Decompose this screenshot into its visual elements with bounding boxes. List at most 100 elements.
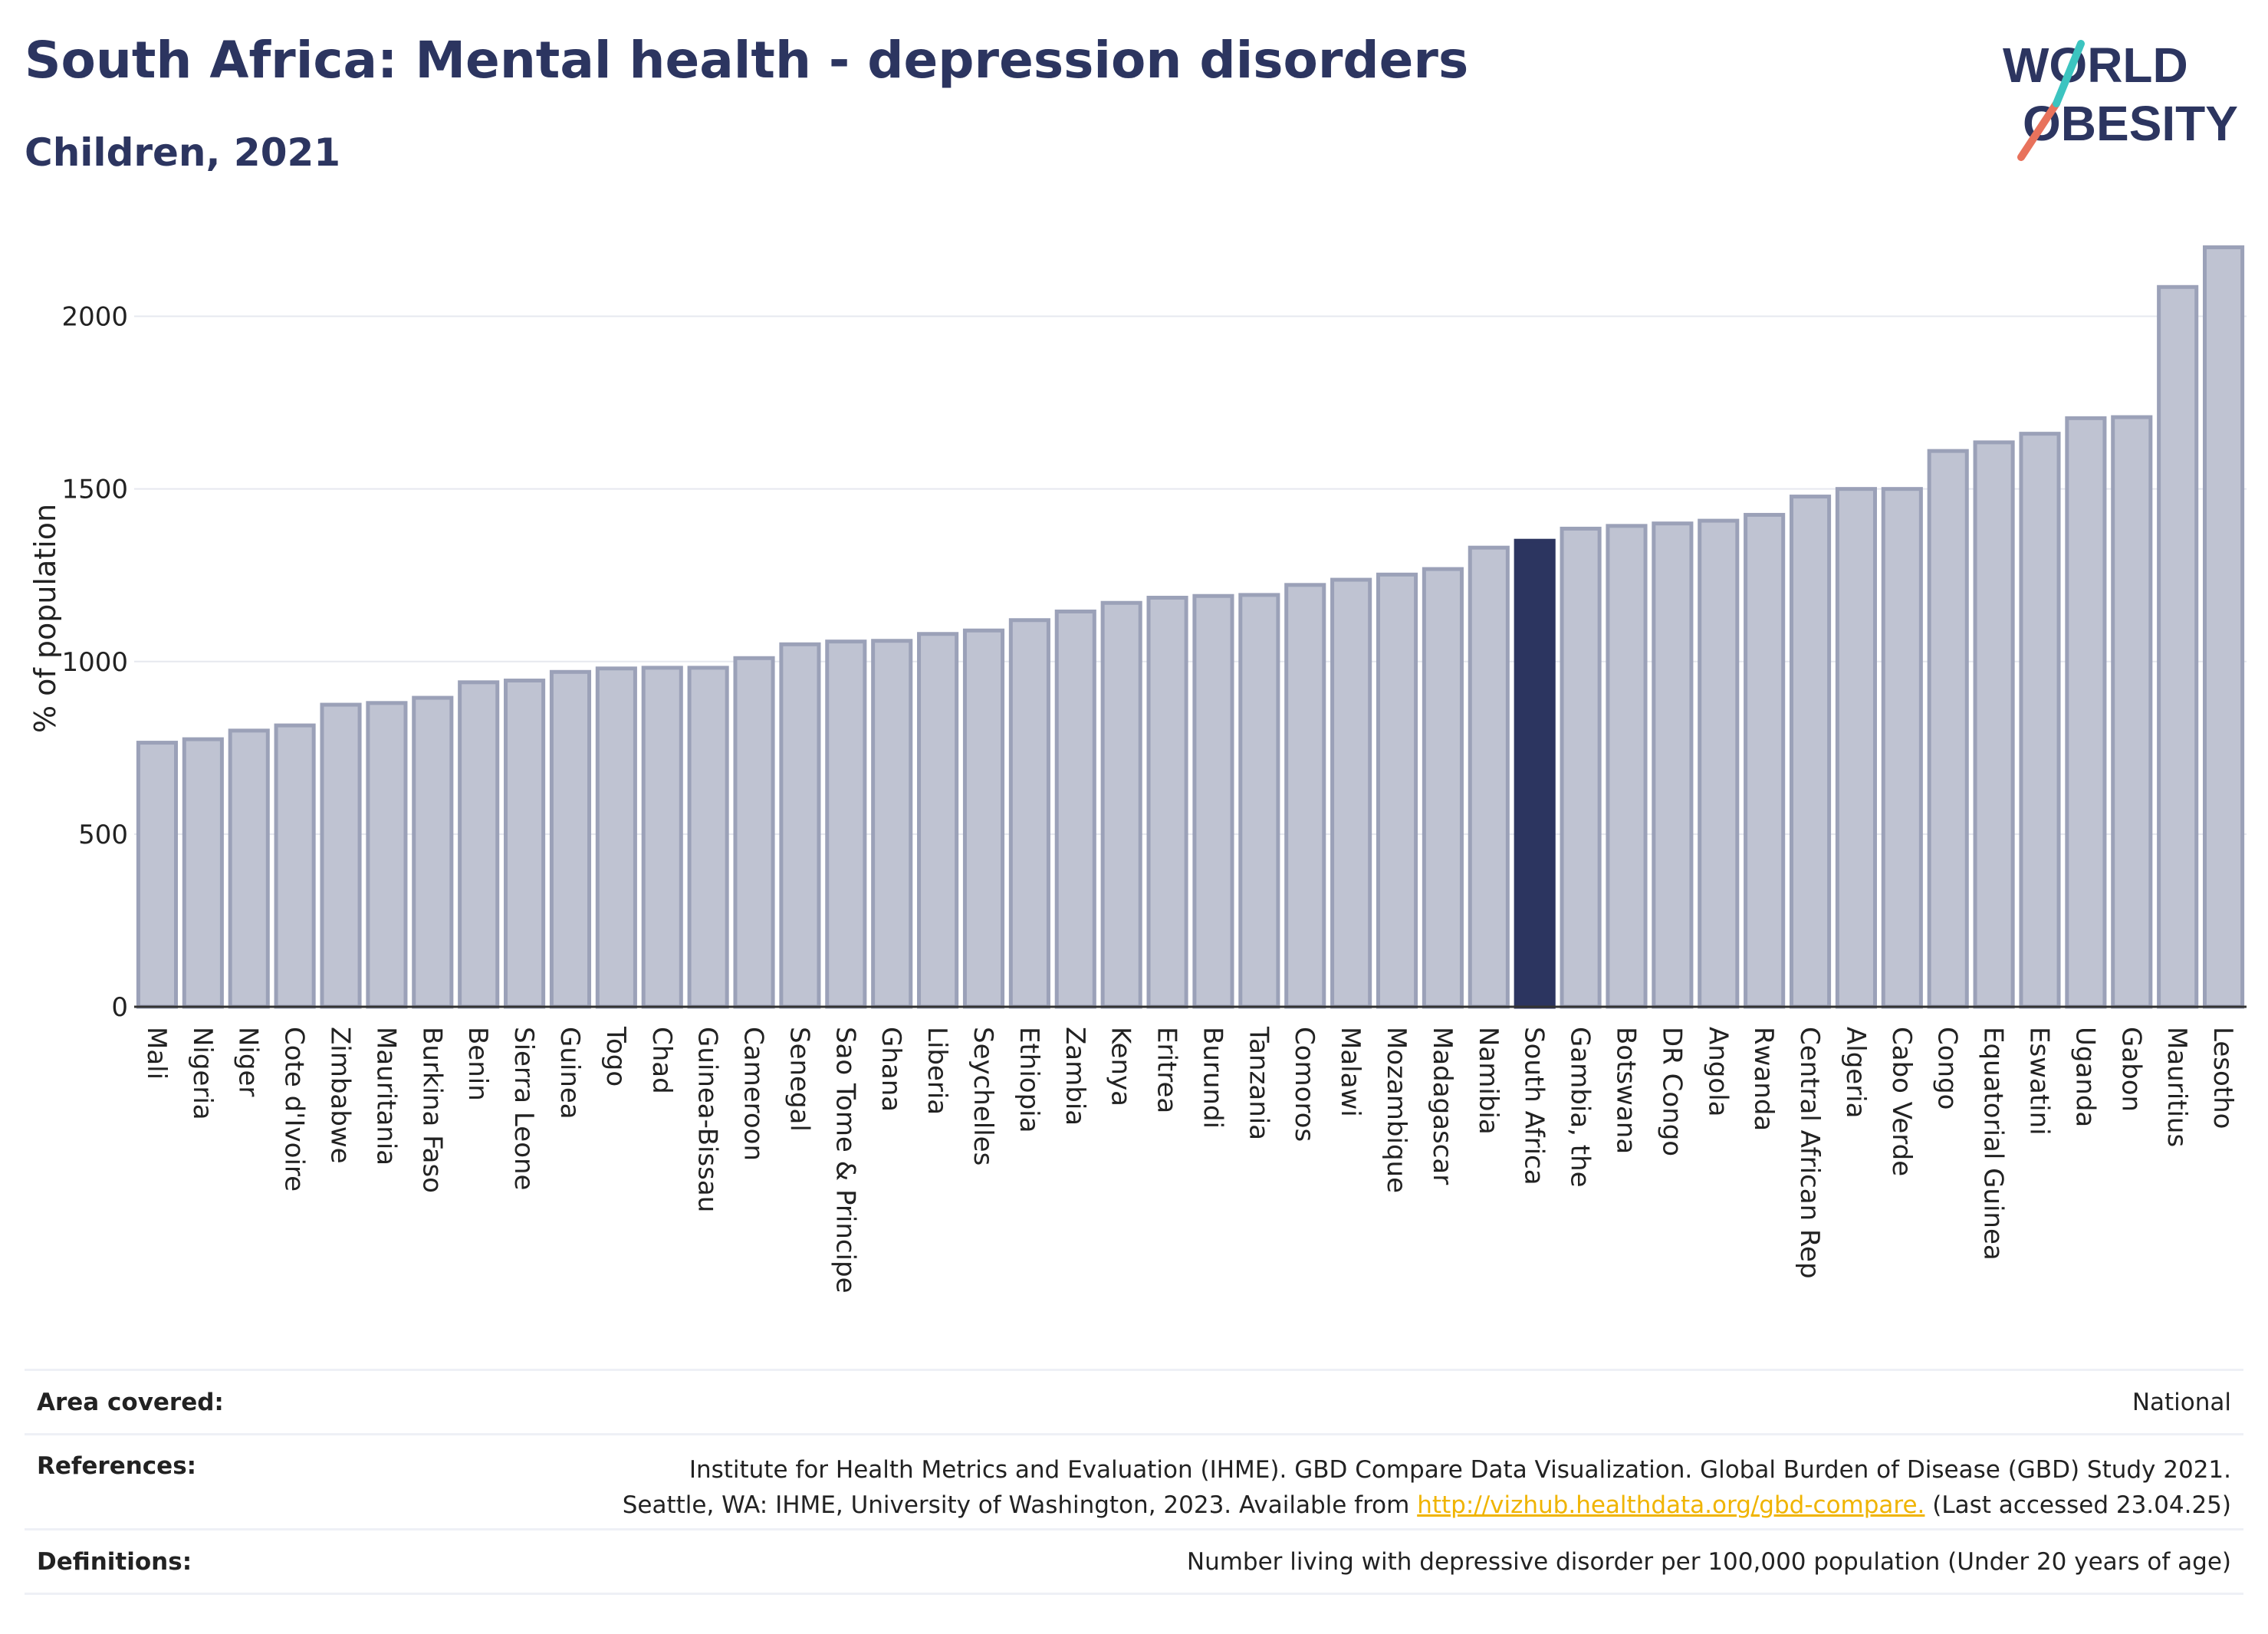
area-covered-value: National xyxy=(2132,1388,2231,1416)
x-tick-label: Burundi xyxy=(1197,1027,1228,1129)
x-tick-label: Malawi xyxy=(1335,1027,1366,1117)
bar xyxy=(1744,512,1786,1009)
definitions-label: Definitions: xyxy=(37,1547,192,1576)
bar xyxy=(1100,600,1142,1009)
y-tick-label: 1500 xyxy=(61,475,128,505)
bar xyxy=(1330,577,1372,1009)
bar xyxy=(1973,440,2015,1009)
x-tick-label: Comoros xyxy=(1289,1027,1320,1142)
x-tick-label: Botswana xyxy=(1610,1027,1641,1154)
svg-text:WORLD: WORLD xyxy=(2003,38,2188,93)
bar xyxy=(962,628,1005,1009)
references-line2-post: (Last accessed 23.04.25) xyxy=(1925,1491,2231,1519)
x-tick-label: Seychelles xyxy=(968,1027,998,1165)
x-tick-label: Niger xyxy=(233,1027,264,1096)
bar xyxy=(1238,593,1280,1009)
bar xyxy=(182,737,224,1009)
x-tick-label: Burkina Faso xyxy=(416,1027,447,1193)
bar xyxy=(1698,518,1740,1009)
world-obesity-logo: WORLD OBESITY xyxy=(2003,38,2238,161)
bar xyxy=(549,669,592,1009)
definitions-value: Number living with depressive disorder p… xyxy=(1186,1547,2231,1576)
bar xyxy=(779,642,821,1009)
bar xyxy=(2202,245,2245,1009)
x-tick-label: Chad xyxy=(646,1027,677,1094)
x-tick-label: Rwanda xyxy=(1748,1027,1779,1131)
bar xyxy=(1146,595,1188,1009)
x-tick-label: Senegal xyxy=(784,1027,814,1132)
bar xyxy=(1468,545,1510,1009)
bar xyxy=(504,679,546,1009)
bar xyxy=(1560,526,1602,1009)
bar xyxy=(1008,618,1050,1009)
bar xyxy=(320,702,362,1009)
bar xyxy=(458,680,500,1009)
bar xyxy=(917,632,959,1009)
x-tick-label: South Africa xyxy=(1519,1027,1550,1185)
bar xyxy=(733,656,775,1009)
x-tick-label: Kenya xyxy=(1106,1027,1136,1106)
bar xyxy=(825,639,867,1009)
bar xyxy=(1789,495,1832,1009)
bar xyxy=(1652,521,1694,1009)
x-tick-label: Central African Rep xyxy=(1794,1027,1825,1279)
references-row: References: Institute for Health Metrics… xyxy=(25,1435,2243,1530)
x-tick-label: Algeria xyxy=(1840,1027,1871,1118)
x-tick-label: Tanzania xyxy=(1243,1026,1274,1140)
y-tick-label: 0 xyxy=(111,992,128,1023)
x-tick-label: Mozambique xyxy=(1381,1027,1412,1193)
bar xyxy=(2111,415,2153,1009)
area-covered-label: Area covered: xyxy=(37,1388,224,1416)
x-tick-label: Eswatini xyxy=(2023,1027,2054,1136)
bar xyxy=(595,666,637,1009)
bar xyxy=(1054,609,1096,1009)
x-tick-label: Zimbabwe xyxy=(325,1027,356,1164)
references-label: References: xyxy=(37,1452,197,1480)
y-tick-label: 2000 xyxy=(61,302,128,333)
x-tick-label: Guinea xyxy=(554,1027,585,1119)
x-tick-label: DR Congo xyxy=(1656,1027,1687,1156)
x-tick-label: Liberia xyxy=(922,1027,952,1115)
x-tick-label: Uganda xyxy=(2069,1027,2100,1127)
bar xyxy=(1376,572,1418,1009)
bar xyxy=(641,666,683,1009)
bar xyxy=(687,666,729,1009)
references-value: Institute for Health Metrics and Evaluat… xyxy=(623,1452,2231,1519)
bar xyxy=(871,639,913,1009)
x-tick-label: Sao Tome & Principe xyxy=(830,1027,860,1294)
bar xyxy=(1881,487,1923,1009)
chart-subtitle: Children, 2021 xyxy=(25,130,341,175)
x-tick-label: Gambia, the xyxy=(1565,1027,1596,1188)
x-tick-label: Madagascar xyxy=(1427,1027,1458,1185)
x-tick-label: Nigeria xyxy=(187,1027,218,1120)
bar xyxy=(1192,593,1234,1009)
bar xyxy=(2019,432,2061,1009)
y-tick-label: 1000 xyxy=(61,647,128,678)
bar xyxy=(412,695,454,1009)
references-line1: Institute for Health Metrics and Evaluat… xyxy=(689,1456,2231,1484)
bar xyxy=(228,728,270,1009)
bar xyxy=(2157,284,2199,1009)
x-tick-label: Ethiopia xyxy=(1014,1027,1044,1133)
chart-title: South Africa: Mental health - depression… xyxy=(25,31,1469,90)
y-tick-label: 500 xyxy=(78,820,128,850)
x-tick-label: Cote d'Ivoire xyxy=(279,1027,310,1192)
x-tick-label: Eritrea xyxy=(1152,1027,1182,1113)
y-axis-label: % of population xyxy=(28,504,62,733)
bar xyxy=(366,701,408,1009)
x-tick-label: Ghana xyxy=(876,1027,906,1112)
x-tick-label: Mauritius xyxy=(2161,1027,2192,1147)
x-tick-label: Congo xyxy=(1932,1027,1963,1110)
x-tick-label: Togo xyxy=(600,1026,631,1087)
x-tick-label: Mauritania xyxy=(370,1027,401,1165)
x-tick-label: Lesotho xyxy=(2207,1027,2238,1129)
x-tick-label: Cabo Verde xyxy=(1886,1027,1917,1176)
references-link[interactable]: http://vizhub.healthdata.org/gbd-compare… xyxy=(1417,1491,1925,1519)
x-tick-label: Cameroon xyxy=(738,1027,769,1161)
bar xyxy=(1514,538,1556,1009)
x-tick-label: Angola xyxy=(1702,1027,1733,1116)
x-tick-label: Gabon xyxy=(2115,1027,2146,1112)
info-table: Area covered: National References: Insti… xyxy=(25,1369,2243,1595)
bar xyxy=(1284,583,1326,1009)
bar xyxy=(136,741,179,1009)
